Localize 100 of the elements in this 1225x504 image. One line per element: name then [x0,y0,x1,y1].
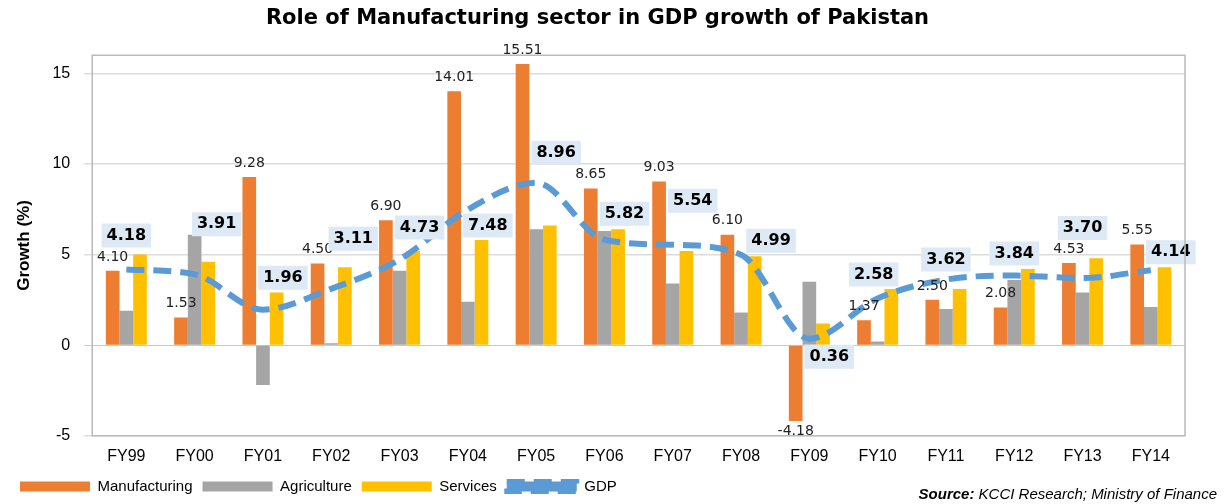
bar [174,317,188,345]
data-label: 14.01 [434,67,475,84]
data-label: 15.51 [502,40,543,57]
bar [665,283,680,345]
legend-label: Agriculture [280,476,352,494]
bar [884,289,899,345]
x-tick-label: FY11 [927,446,965,464]
bar [1089,258,1104,345]
y-tick-label: 15 [52,63,71,81]
data-label: 3.70 [1062,217,1103,237]
bar [1062,263,1076,345]
data-label: 8.65 [575,165,607,182]
bar [611,229,625,345]
data-label: 8.96 [536,141,576,161]
x-tick-label: FY12 [995,446,1034,464]
data-label: 5.54 [673,189,713,209]
bar [269,292,284,345]
data-label: 4.99 [751,229,791,249]
x-tick-label: FY05 [517,446,556,464]
bar [474,240,489,345]
data-label: 2.58 [853,263,894,283]
bar [133,254,147,345]
bar [1075,292,1090,345]
x-tick-label: FY13 [1063,446,1102,464]
bar [461,301,475,345]
data-label: -4.18 [777,421,814,438]
x-tick-label: FY07 [653,446,692,464]
x-tick-label: FY03 [380,446,419,464]
chart-title: Role of Manufacturing sector in GDP growth of Pakistan [265,5,930,30]
bar [515,64,530,345]
x-tick-label: FY08 [721,446,761,464]
bar [788,345,803,421]
bar [1157,267,1172,345]
y-tick-label: 0 [61,335,71,353]
x-tick-label: FY09 [790,446,829,464]
legend-label: GDP [584,476,617,494]
data-label: 3.91 [196,213,237,233]
y-tick-label: -5 [55,426,71,444]
data-label: 4.53 [1053,239,1085,256]
x-tick-label: FY04 [448,446,488,464]
data-label: 4.10 [97,247,129,264]
data-label: 3.84 [994,242,1034,262]
data-label: 4.18 [106,224,147,244]
x-tick-label: FY99 [107,446,146,464]
bar [1144,307,1158,345]
data-label: 1.53 [165,294,197,311]
x-tick-label: FY02 [312,446,351,464]
data-label: 4.14 [1151,241,1191,261]
bar [870,341,885,345]
bar [925,299,940,345]
data-label: 5.55 [1121,221,1153,238]
data-label: 3.62 [926,248,966,268]
legend-label: Manufacturing [97,476,193,494]
x-tick-label: FY06 [585,446,624,464]
bar [338,267,352,345]
bar [583,188,598,345]
x-tick-label: FY01 [243,446,283,464]
data-label: 3.11 [333,227,373,247]
bar [652,181,666,345]
data-label: 2.08 [985,284,1017,301]
bar [597,231,612,345]
data-label: 1.37 [848,296,880,313]
data-label: 7.48 [468,214,508,234]
bar [734,312,748,345]
bar [406,250,421,345]
bar [256,345,270,386]
data-label: 9.03 [643,158,675,175]
bar [1130,244,1145,345]
y-tick-label: 5 [61,244,71,262]
data-label: 6.10 [711,211,743,228]
bar [993,307,1008,345]
bar [529,229,543,345]
data-label: 1.96 [263,266,303,286]
legend-label: Services [439,476,497,494]
bar [939,308,953,345]
source-note: Source: KCCI Research; Ministry of Finance [918,485,1217,502]
bar [242,176,257,345]
data-label: 0.36 [809,345,850,365]
data-label: 6.90 [370,196,402,213]
bar [747,256,762,345]
bar [952,289,967,345]
bar [1021,269,1035,345]
data-label: 4.73 [399,216,440,236]
bar [542,225,557,345]
bar [679,250,694,345]
data-label: 9.28 [233,153,265,170]
bar [392,270,407,345]
x-tick-label: FY14 [1131,446,1171,464]
x-tick-label: FY10 [858,446,897,464]
y-axis-title: Growth (%) [13,200,33,291]
bar [105,270,120,345]
y-tick-label: 10 [52,154,71,172]
bar [447,91,462,345]
bar [201,261,216,345]
bar [857,320,871,345]
x-tick-label: FY00 [175,446,214,464]
bar [720,234,735,345]
bar [379,220,393,345]
bar [119,310,134,345]
data-label: 5.82 [604,202,645,222]
